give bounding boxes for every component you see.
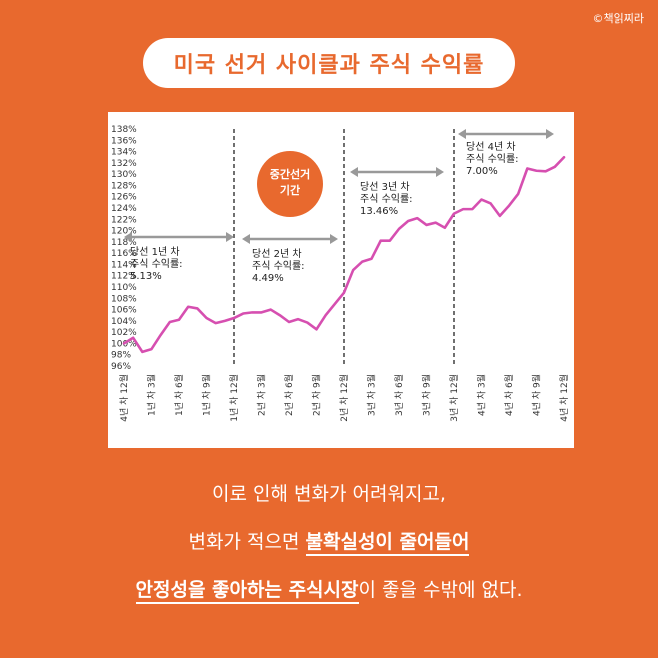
y-tick-label: 108% bbox=[111, 294, 137, 304]
bubble-text-line-2: 기간 bbox=[280, 183, 300, 197]
title-banner: 미국 선거 사이클과 주식 수익률 bbox=[143, 38, 515, 88]
chart-card: 138% 136% 134% 132% 130% 128% 126% 124% 122% 120%… bbox=[108, 112, 574, 448]
y-tick-label: 126% bbox=[111, 193, 137, 203]
phase-return-value: 5.13% bbox=[130, 271, 162, 282]
y-tick-label: 130% bbox=[111, 170, 137, 180]
bottom-text-line-3-plain: 이 좋을 수밖에 없다. bbox=[358, 579, 523, 601]
phase-label: 당선 3년 차 bbox=[360, 181, 410, 193]
x-tick-label: 4년 차 12월 bbox=[558, 374, 570, 422]
series-line bbox=[122, 155, 566, 354]
x-tick-label: 2년 차 3월 bbox=[256, 374, 268, 416]
y-tick-label: 106% bbox=[111, 306, 137, 316]
y-tick-label: 134% bbox=[111, 148, 137, 158]
x-tick-label: 1년 차 3월 bbox=[146, 374, 158, 416]
x-tick-label: 4년 차 9월 bbox=[531, 374, 543, 416]
y-tick-label: 128% bbox=[111, 181, 137, 191]
phase-sub-label: 주식 수익률: bbox=[252, 260, 305, 272]
phase-return-value: 4.49% bbox=[252, 273, 284, 284]
election-cycle-line-chart: 138%136% 134%132%130%128% 126%124%122% 120%… bbox=[111, 125, 570, 422]
bottom-text-line-2-plain: 변화가 적으면 bbox=[188, 531, 306, 553]
y-tick-label: 112% bbox=[111, 272, 137, 282]
y-tick-label: 96% bbox=[111, 362, 131, 372]
phase-return-value: 13.46% bbox=[360, 206, 398, 217]
x-tick-label: 3년 차 3월 bbox=[366, 374, 378, 416]
y-tick-label: 132% bbox=[111, 159, 137, 169]
x-tick-label: 4년 차 3월 bbox=[476, 374, 488, 416]
phase-arrow-head-left bbox=[124, 232, 132, 242]
y-tick-label: 136% bbox=[111, 136, 137, 146]
copyright-text: ©책읽찌라 bbox=[592, 12, 644, 25]
x-tick-label: 1년 차 9월 bbox=[201, 374, 213, 416]
y-tick-label: 116% bbox=[111, 249, 137, 259]
y-tick-label: 102% bbox=[111, 328, 137, 338]
y-tick-label: 138% bbox=[111, 125, 137, 135]
bottom-text-line-2: 변화가 적으면 불확실성이 줄어들어 bbox=[0, 522, 658, 562]
page-title: 미국 선거 사이클과 주식 수익률 bbox=[173, 53, 485, 78]
phase-sub-label: 주식 수익률: bbox=[466, 153, 519, 165]
bottom-text-line-1: 이로 인해 변화가 어려워지고, bbox=[212, 483, 446, 505]
x-tick-label: 3년 차 12월 bbox=[448, 374, 460, 422]
y-tick-label: 124% bbox=[111, 204, 137, 214]
midterm-bubble bbox=[257, 151, 323, 217]
phase-arrow-head-right bbox=[226, 232, 234, 242]
phase-arrow-head-left bbox=[350, 167, 358, 177]
y-tick-label: 114% bbox=[111, 260, 137, 270]
y-tick-label: 104% bbox=[111, 317, 137, 327]
y-tick-label: 118% bbox=[111, 238, 137, 248]
x-tick-label: 2년 차 9월 bbox=[311, 374, 323, 416]
bubble-text-line-1: 중간선거 bbox=[270, 167, 310, 181]
x-tick-label: 3년 차 9월 bbox=[421, 374, 433, 416]
bottom-text-line-3-highlight: 안정성을 좋아하는 주식시장 bbox=[135, 579, 359, 604]
phase-return-value: 7.00% bbox=[466, 166, 498, 177]
x-tick-label: 1년 차 12월 bbox=[228, 374, 240, 422]
phase-arrow-head-right bbox=[546, 129, 554, 139]
phase-arrow-head-right bbox=[330, 234, 338, 244]
x-tick-label: 2년 차 6월 bbox=[283, 374, 295, 416]
phase-arrow-head-left bbox=[458, 129, 466, 139]
x-tick-label: 2년 차 12월 bbox=[338, 374, 350, 422]
bottom-text-line-3: 안정성을 좋아하는 주식시장이 좋을 수밖에 없다. bbox=[0, 570, 658, 610]
phase-sub-label: 주식 수익률: bbox=[360, 193, 413, 205]
x-tick-label: 4년 차 6월 bbox=[503, 374, 515, 416]
bottom-text-line-2-highlight: 불확실성이 줄어들어 bbox=[305, 531, 470, 556]
phase-label: 당선 4년 차 bbox=[466, 141, 516, 153]
x-tick-label: 3년 차 6월 bbox=[393, 374, 405, 416]
y-tick-label: 120% bbox=[111, 227, 137, 237]
y-tick-label: 122% bbox=[111, 215, 137, 225]
phase-arrow-head-right bbox=[436, 167, 444, 177]
phase-sub-label: 주식 수익률: bbox=[130, 258, 183, 270]
y-tick-label: 110% bbox=[111, 283, 137, 293]
phase-arrow-head-left bbox=[242, 234, 250, 244]
x-tick-label: 4년 차 12월 bbox=[118, 374, 130, 422]
y-tick-label: 98% bbox=[111, 351, 131, 361]
phase-label: 당선 2년 차 bbox=[252, 248, 302, 260]
x-tick-label: 1년 차 6월 bbox=[173, 374, 185, 416]
phase-label: 당선 1년 차 bbox=[130, 246, 180, 258]
